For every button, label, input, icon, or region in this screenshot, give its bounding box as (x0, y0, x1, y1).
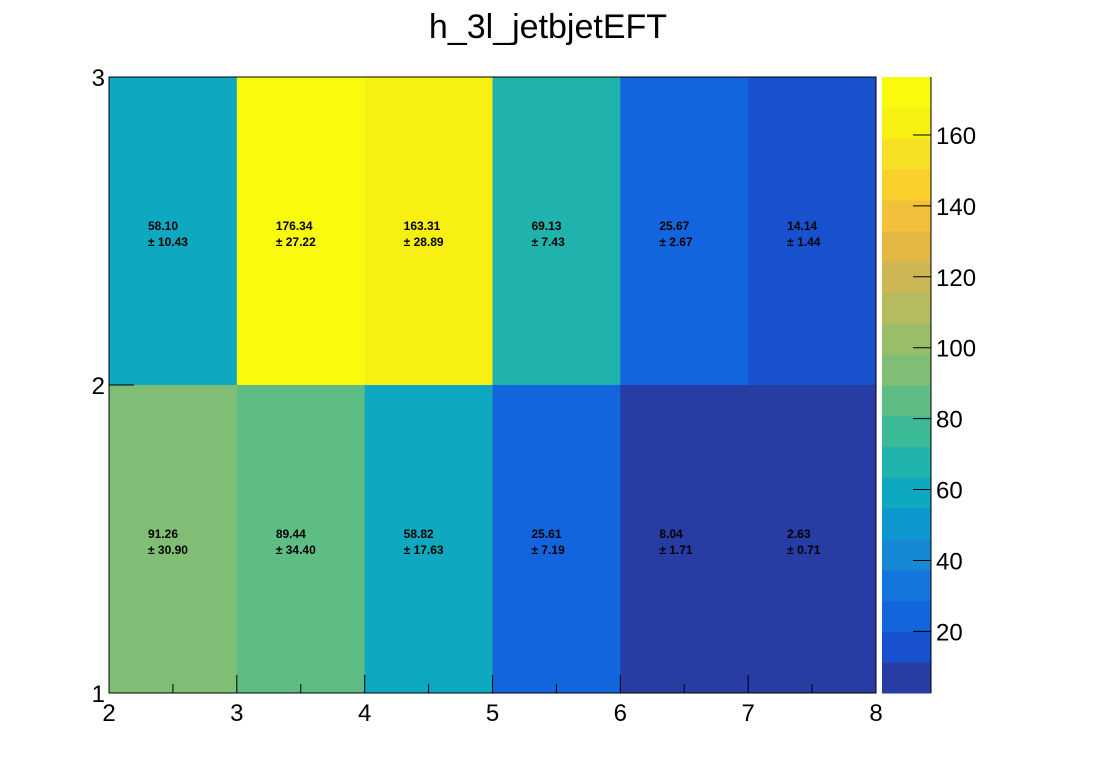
y-tick-label: 2 (92, 373, 105, 400)
colorbar-band (882, 200, 931, 232)
cell-value-label: 14.14 (787, 219, 817, 233)
cell-error-label: ± 34.40 (276, 543, 316, 557)
cell-error-label: ± 27.22 (276, 235, 316, 249)
x-tick-label: 5 (486, 700, 499, 727)
x-tick-label: 3 (230, 700, 243, 727)
cells-layer (109, 77, 877, 694)
cell-value-label: 89.44 (276, 527, 306, 541)
cell-error-label: ± 17.63 (404, 543, 444, 557)
cell-error-label: ± 28.89 (404, 235, 444, 249)
heatmap-cell (748, 385, 877, 694)
colorbar-band (882, 77, 931, 109)
colorbar-tick-label: 20 (936, 619, 963, 646)
heatmap-cell (364, 385, 493, 694)
heatmap-cell (236, 385, 366, 694)
colorbar-band (882, 354, 931, 386)
cell-error-label: ± 2.67 (659, 235, 693, 249)
x-tick-label: 4 (358, 700, 371, 727)
cell-error-label: ± 7.43 (532, 235, 566, 249)
heatmap-cell (492, 385, 621, 694)
colorbar-band (882, 385, 931, 417)
cell-value-label: 25.67 (659, 219, 689, 233)
colorbar-band (882, 477, 931, 509)
colorbar-band (882, 508, 931, 540)
colorbar-band (882, 107, 931, 140)
colorbar-band (882, 600, 931, 632)
colorbar-band (882, 662, 931, 694)
cell-error-label: ± 1.71 (659, 543, 693, 557)
colorbar-band (882, 569, 931, 602)
heatmap-cell (364, 77, 493, 386)
heatmap-cell (748, 77, 877, 386)
x-tick-label: 8 (869, 700, 882, 727)
cell-error-label: ± 30.90 (148, 543, 188, 557)
colorbar-tick-label: 120 (936, 265, 976, 292)
chart-title: h_3l_jetbjetEFT (429, 8, 667, 46)
colorbar-tick-label: 160 (936, 123, 976, 150)
heatmap-cell (109, 385, 238, 694)
cell-value-label: 25.61 (532, 527, 562, 541)
cell-value-label: 2.63 (787, 527, 811, 541)
colorbar-band (882, 539, 931, 571)
colorbar-band (882, 292, 931, 324)
colorbar-tick-label: 40 (936, 548, 963, 575)
cell-value-label: 163.31 (404, 219, 441, 233)
colorbar-band (882, 446, 931, 478)
cell-value-label: 176.34 (276, 219, 313, 233)
colorbar-band (882, 169, 931, 201)
cell-error-label: ± 7.19 (532, 543, 566, 557)
heatmap-cell (620, 385, 749, 694)
x-tick-label: 6 (614, 700, 627, 727)
cell-value-label: 8.04 (659, 527, 683, 541)
colorbar-tick-label: 80 (936, 407, 963, 434)
colorbar-band (882, 323, 931, 355)
cell-value-label: 58.82 (404, 527, 434, 541)
colorbar-band (882, 631, 931, 663)
colorbar-band (882, 138, 931, 170)
cell-error-label: ± 0.71 (787, 543, 821, 557)
y-tick-label: 1 (92, 681, 105, 708)
cell-value-label: 58.10 (148, 219, 178, 233)
heatmap-cell (109, 77, 238, 386)
colorbar: 20 40 60 80 100 120 140 160 (882, 77, 976, 694)
heatmap-cell (236, 77, 366, 386)
x-tick-label: 7 (741, 700, 754, 727)
cell-value-label: 69.13 (532, 219, 562, 233)
cell-labels-layer: 58.10 ± 10.43 176.34 ± 27.22 163.31 ± 28.89 69… (148, 219, 821, 557)
cell-error-label: ± 10.43 (148, 235, 188, 249)
x-tick-label: 2 (102, 700, 115, 727)
colorbar-tick-label: 60 (936, 478, 963, 505)
colorbar-band (882, 261, 931, 294)
colorbar-band (882, 415, 931, 448)
y-tick-label: 3 (92, 65, 105, 92)
colorbar-tick-label: 100 (936, 336, 976, 363)
cell-value-label: 91.26 (148, 527, 178, 541)
cell-error-label: ± 1.44 (787, 235, 821, 249)
colorbar-band (882, 231, 931, 263)
colorbar-tick-label: 140 (936, 194, 976, 221)
heatmap-cell (620, 77, 749, 386)
heatmap-cell (492, 77, 621, 386)
